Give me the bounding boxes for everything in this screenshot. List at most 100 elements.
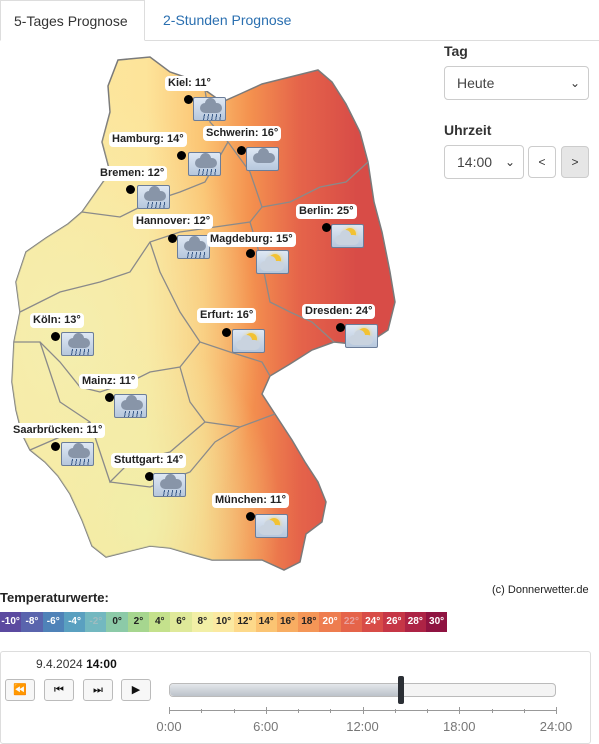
rain-cloud-icon: [61, 332, 94, 356]
legend-swatch: -2°: [85, 612, 107, 632]
cloud-icon: [246, 147, 279, 171]
city-label: Erfurt: 16°: [197, 308, 257, 323]
rain-cloud-icon: [137, 185, 170, 209]
legend-swatch: 20°: [319, 612, 341, 632]
legend-swatch: -8°: [21, 612, 43, 632]
current-date: 9.4.2024: [36, 657, 83, 671]
scale-label: 0:00: [156, 719, 182, 734]
scale-tick: [233, 709, 235, 713]
legend-swatch: 0°: [106, 612, 128, 632]
time-slider-fill: [170, 684, 401, 696]
step-forward-button[interactable]: ⏭: [83, 679, 113, 701]
city-label: Berlin: 25°: [296, 204, 357, 219]
time-select-value: 14:00: [457, 154, 493, 170]
city-dot: [246, 249, 255, 258]
next-time-button[interactable]: >: [561, 146, 589, 178]
city-dot: [51, 332, 60, 341]
rain-cloud-icon: [114, 394, 147, 418]
current-time: 14:00: [86, 657, 117, 671]
tab-2-hour-forecast[interactable]: 2-Stunden Prognose: [163, 12, 292, 28]
city-label: Magdeburg: 15°: [207, 232, 296, 247]
rewind-button[interactable]: ⏪: [5, 679, 35, 701]
legend-swatch: 2°: [127, 612, 150, 632]
time-slider-track[interactable]: [169, 683, 556, 697]
legend-swatch: 14°: [255, 612, 277, 632]
step-back-button[interactable]: ⏮: [44, 679, 74, 701]
rain-cloud-icon: [177, 235, 210, 259]
scale-label: 18:00: [442, 719, 476, 734]
previous-time-button[interactable]: <: [528, 146, 556, 178]
city-label: München: 11°: [212, 493, 290, 508]
day-label: Tag: [444, 43, 468, 59]
legend-swatch: 10°: [212, 612, 235, 632]
scale-label: 12:00: [346, 719, 379, 734]
legend-swatch: 12°: [234, 612, 256, 632]
city-label: Saarbrücken: 11°: [10, 423, 106, 438]
scale-tick: [491, 709, 493, 713]
rain-cloud-icon: [61, 442, 94, 466]
scale-tick: [330, 709, 332, 713]
time-select[interactable]: 14:00 ⌄: [444, 145, 524, 179]
city-label: Bremen: 12°: [97, 166, 168, 181]
scale-label: 24:00: [539, 719, 573, 734]
city-label: Schwerin: 16°: [203, 126, 282, 141]
city-dot: [145, 472, 154, 481]
city-label: Dresden: 24°: [302, 304, 376, 319]
sun-cloud-icon: [232, 329, 265, 353]
scale-tick: [362, 707, 364, 714]
legend-swatch: 4°: [149, 612, 171, 632]
city-label: Hamburg: 14°: [109, 132, 187, 147]
legend-swatch: 8°: [191, 612, 213, 632]
temperature-legend: -10° -8° -6° -4° -2° 0° 2° 4° 6° 8° 10° 12° 14° 16° 18…: [0, 612, 448, 632]
city-label: Mainz: 11°: [79, 374, 139, 389]
rain-cloud-icon: [193, 97, 226, 121]
legend-swatch: -4°: [63, 612, 86, 632]
tab-5-day-forecast[interactable]: 5-Tages Prognose: [0, 0, 145, 41]
legend-swatch: 18°: [298, 612, 320, 632]
scale-tick: [169, 707, 170, 714]
chevron-down-icon: ⌄: [504, 155, 515, 169]
legend-swatch: 16°: [276, 612, 299, 632]
city-dot: [322, 223, 331, 232]
city-dot: [51, 442, 60, 451]
day-select-value: Heute: [457, 75, 495, 91]
scale-tick: [298, 709, 299, 713]
copyright-text: (c) Donnerwetter.de: [492, 584, 589, 596]
scale-tick: [265, 707, 267, 714]
current-datetime: 9.4.2024 14:00: [36, 657, 117, 671]
scale-tick: [523, 709, 525, 713]
day-select[interactable]: Heute ⌄: [444, 66, 589, 100]
city-dot: [126, 185, 135, 194]
time-slider-handle[interactable]: [398, 676, 405, 704]
legend-swatch: 28°: [404, 612, 426, 632]
scale-tick: [556, 707, 557, 714]
sun-cloud-icon: [256, 250, 289, 274]
city-dot: [246, 512, 255, 521]
time-label: Uhrzeit: [444, 122, 492, 138]
scale-tick: [394, 709, 396, 713]
scale-tick: [459, 707, 461, 714]
legend-swatch: 26°: [383, 612, 405, 632]
scale-tick: [201, 709, 203, 713]
city-label: Hannover: 12°: [133, 214, 214, 229]
play-button[interactable]: ▶: [121, 679, 151, 701]
city-dot: [336, 323, 345, 332]
scale-label: 6:00: [253, 719, 279, 734]
sun-cloud-icon: [345, 324, 378, 348]
chevron-down-icon: ⌄: [569, 76, 580, 90]
legend-title: Temperaturwerte:: [0, 590, 109, 605]
legend-swatch: 6°: [170, 612, 192, 632]
city-dot: [177, 151, 186, 160]
rain-cloud-icon: [153, 473, 186, 497]
city-dot: [105, 393, 114, 402]
rain-cloud-icon: [188, 152, 221, 176]
legend-swatch: 24°: [362, 612, 384, 632]
city-dot: [168, 234, 177, 243]
legend-swatch: -6°: [42, 612, 64, 632]
legend-swatch: 22°: [340, 612, 363, 632]
city-label: Kiel: 11°: [165, 76, 214, 91]
sun-cloud-icon: [331, 224, 364, 248]
germany-temperature-map: Kiel: 11° Hamburg: 14° Schwerin: 16° Bre…: [0, 42, 440, 587]
legend-swatch: 30°: [425, 612, 448, 632]
tab-bar: 5-Tages Prognose 2-Stunden Prognose: [0, 0, 599, 41]
